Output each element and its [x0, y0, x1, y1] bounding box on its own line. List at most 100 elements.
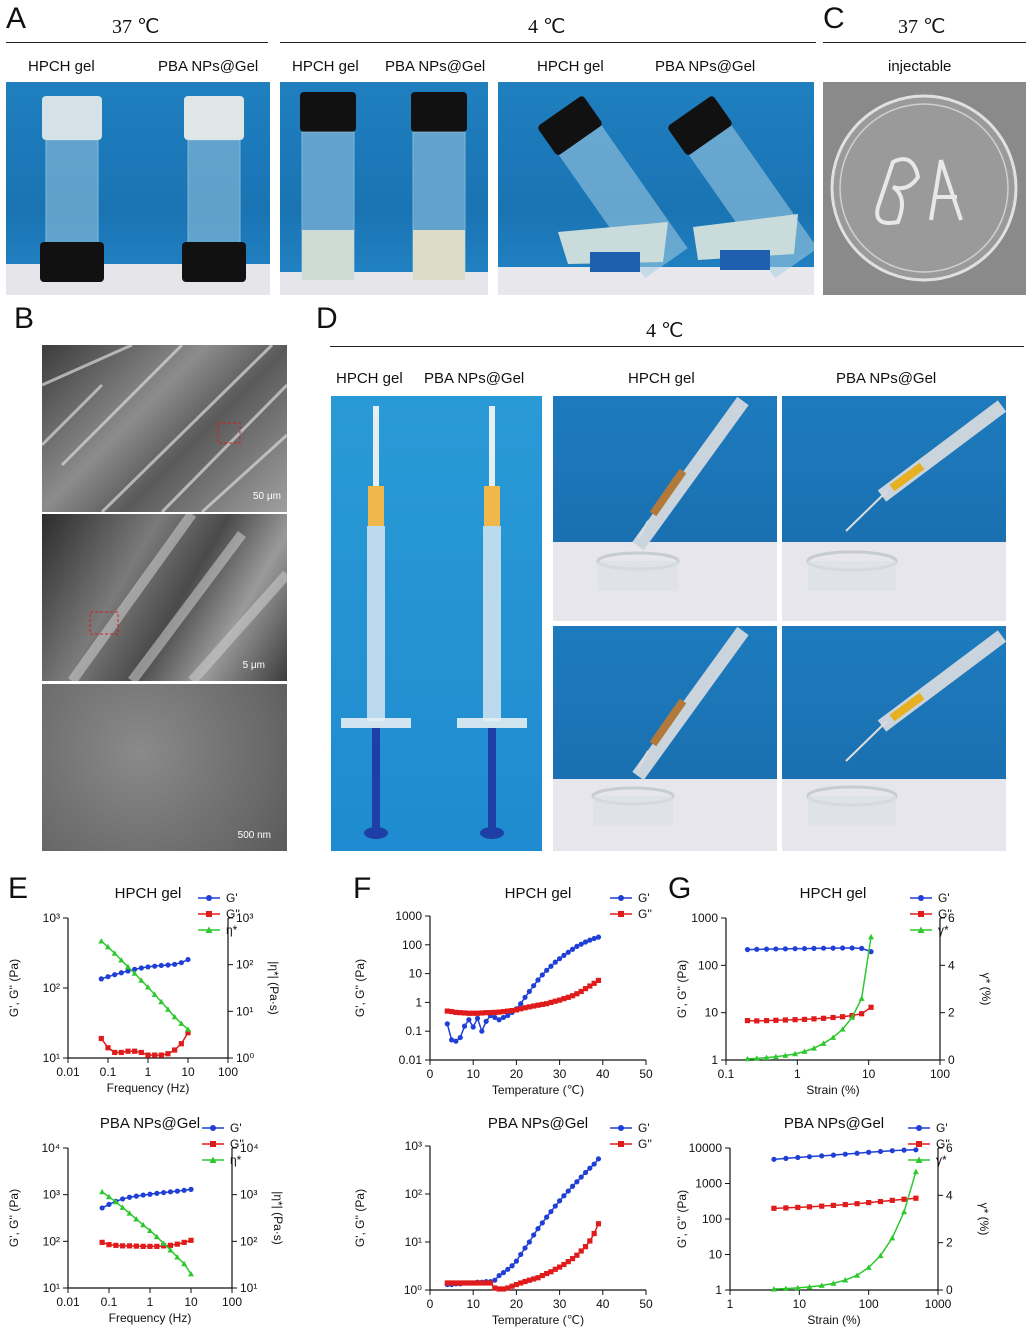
panel-letter-g: G [668, 872, 692, 905]
scale-bar-label: 500 nm [237, 830, 271, 841]
data-point [125, 968, 131, 974]
vial-illustration [498, 96, 814, 295]
data-point [509, 1283, 515, 1289]
data-point [185, 1026, 191, 1032]
y-tick-label: 10² [405, 1187, 422, 1201]
data-point [188, 1237, 194, 1243]
data-point [901, 1147, 907, 1153]
data-point [98, 938, 105, 944]
legend-marker [917, 926, 925, 933]
data-point [839, 945, 846, 951]
chart-title: PBA NPs@Gel [100, 1115, 200, 1132]
data-point [453, 1280, 459, 1286]
y2-tick-label: 0 [946, 1283, 953, 1297]
photo-injection-pba-1 [782, 396, 1006, 621]
data-point [161, 1189, 167, 1196]
legend-marker [915, 1156, 923, 1163]
photo-syringes [331, 396, 542, 851]
data-point [444, 1280, 450, 1286]
y-tick-label: 10² [43, 981, 60, 995]
data-point [118, 970, 124, 976]
y-tick-label: 1000 [395, 909, 422, 923]
data-point [185, 956, 191, 963]
y-tick-label: 1 [415, 995, 422, 1009]
photo-vials-tilted-4c [498, 82, 814, 295]
data-point [854, 1201, 860, 1207]
legend-label: G'' [936, 1137, 950, 1151]
data-point [147, 1243, 153, 1249]
data-point [535, 1226, 541, 1232]
data-point [133, 1216, 140, 1222]
y2-tick-label: 10² [240, 1234, 257, 1248]
data-point [99, 1188, 106, 1195]
data-point [461, 1280, 468, 1286]
x-tick-label: 10 [467, 1297, 481, 1311]
data-point [569, 1183, 576, 1189]
data-point [539, 1272, 545, 1279]
photo-injection-hpch-1 [553, 396, 777, 621]
data-point [181, 1187, 187, 1193]
data-point [466, 1280, 472, 1286]
data-point [105, 943, 111, 950]
y2-tick-label: 10¹ [240, 1281, 257, 1295]
data-point [866, 1199, 872, 1206]
vial-illustration [6, 96, 270, 295]
y-axis-label: G', G'' (Pa) [353, 1189, 367, 1247]
data-point [496, 1272, 502, 1279]
data-point [754, 946, 760, 952]
y-tick-label: 100 [402, 938, 422, 952]
chart-e-hpch: HPCH gel 0.01 0.1 1 10 100 10¹ 10² 10³ 10⁰ 10¹ 10² 1… [7, 885, 281, 1095]
data-point [172, 961, 178, 967]
legend-label: γ* [936, 1153, 947, 1167]
data-point [548, 963, 554, 969]
data-point [158, 1052, 164, 1058]
x-tick-label: 0.01 [56, 1065, 80, 1079]
legend-label: G' [936, 1121, 948, 1135]
data-point [842, 1151, 848, 1157]
data-point [154, 1190, 160, 1196]
y-tick-label: 100 [698, 958, 718, 972]
data-point [99, 1239, 105, 1245]
data-point [783, 1155, 789, 1161]
data-point [522, 1005, 528, 1011]
data-point [152, 963, 158, 969]
data-point [449, 1008, 455, 1015]
y-tick-label: 10000 [689, 1141, 723, 1155]
data-point [526, 1004, 532, 1010]
data-point [126, 1194, 133, 1200]
data-point [763, 1054, 770, 1061]
photo-vials-inverted-37c [6, 82, 270, 295]
x-tick-label: 100 [930, 1067, 950, 1081]
data-point [505, 1012, 511, 1019]
data-point [522, 1278, 528, 1285]
data-point [561, 996, 567, 1002]
data-point [574, 1252, 580, 1258]
data-point [112, 1049, 118, 1056]
data-point [548, 1269, 554, 1275]
data-point [119, 1204, 126, 1210]
x-tick-label: 30 [553, 1067, 567, 1081]
data-point [112, 972, 118, 978]
data-point [574, 1179, 580, 1185]
data-point [526, 1277, 532, 1283]
legend-label: G' [638, 1121, 650, 1135]
panel-letter-f: F [353, 872, 372, 905]
data-point [773, 946, 779, 952]
data-point [569, 993, 576, 999]
data-point [181, 1239, 187, 1245]
data-point [539, 972, 545, 978]
y2-tick-label: 10¹ [236, 1004, 253, 1018]
data-point [174, 1254, 181, 1260]
data-point [518, 1006, 524, 1012]
data-point [167, 1242, 174, 1248]
data-point [595, 934, 602, 940]
x-tick-label: 0 [427, 1067, 434, 1081]
data-point [505, 1285, 511, 1291]
data-point [120, 1243, 126, 1249]
x-tick-label: 1 [794, 1067, 801, 1081]
data-point [782, 946, 788, 952]
data-point [98, 1035, 104, 1042]
legend-label: G' [938, 891, 950, 905]
legend-marker [918, 911, 924, 917]
x-tick-label: 10 [181, 1065, 195, 1079]
